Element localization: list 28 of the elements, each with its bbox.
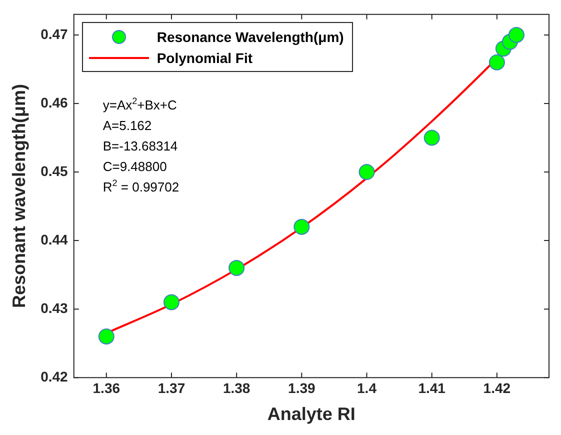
point bbox=[98, 328, 114, 344]
legend-label: Resonance Wavelength(μm) bbox=[156, 28, 344, 45]
y-axis-title: Resonant wavelength(μm) bbox=[8, 84, 29, 308]
x-tick-label: 1.39 bbox=[288, 380, 316, 396]
point bbox=[294, 218, 310, 235]
legend-label: Polynomial Fit bbox=[156, 50, 253, 66]
x-tick-label: 1.37 bbox=[158, 380, 186, 396]
y-tick-label: 0.44 bbox=[40, 231, 68, 248]
x-tick-label: 1.38 bbox=[222, 380, 250, 396]
point bbox=[163, 294, 180, 310]
point bbox=[358, 164, 375, 180]
y-tick-label: 0.43 bbox=[40, 300, 68, 316]
x-tick-label: 1.36 bbox=[92, 380, 120, 396]
annotation: C=9.48800 bbox=[102, 158, 167, 174]
annotation: A=5.162 bbox=[102, 118, 152, 133]
point bbox=[508, 26, 524, 43]
y-tick-label: 0.42 bbox=[40, 368, 68, 384]
annotation: B=-13.68314 bbox=[102, 138, 178, 154]
x-tick-label: 1.41 bbox=[418, 380, 446, 396]
x-tick-label: 1.4 bbox=[357, 380, 377, 396]
point bbox=[488, 54, 505, 70]
y-tick-label: 0.45 bbox=[40, 162, 68, 179]
x-axis-title: Analyte RI bbox=[267, 404, 356, 424]
y-tick-label: 0.46 bbox=[40, 94, 68, 110]
y-tick-label: 0.47 bbox=[40, 26, 68, 42]
x-tick-label: 1.42 bbox=[483, 380, 511, 396]
point bbox=[228, 260, 245, 276]
point bbox=[424, 130, 440, 146]
